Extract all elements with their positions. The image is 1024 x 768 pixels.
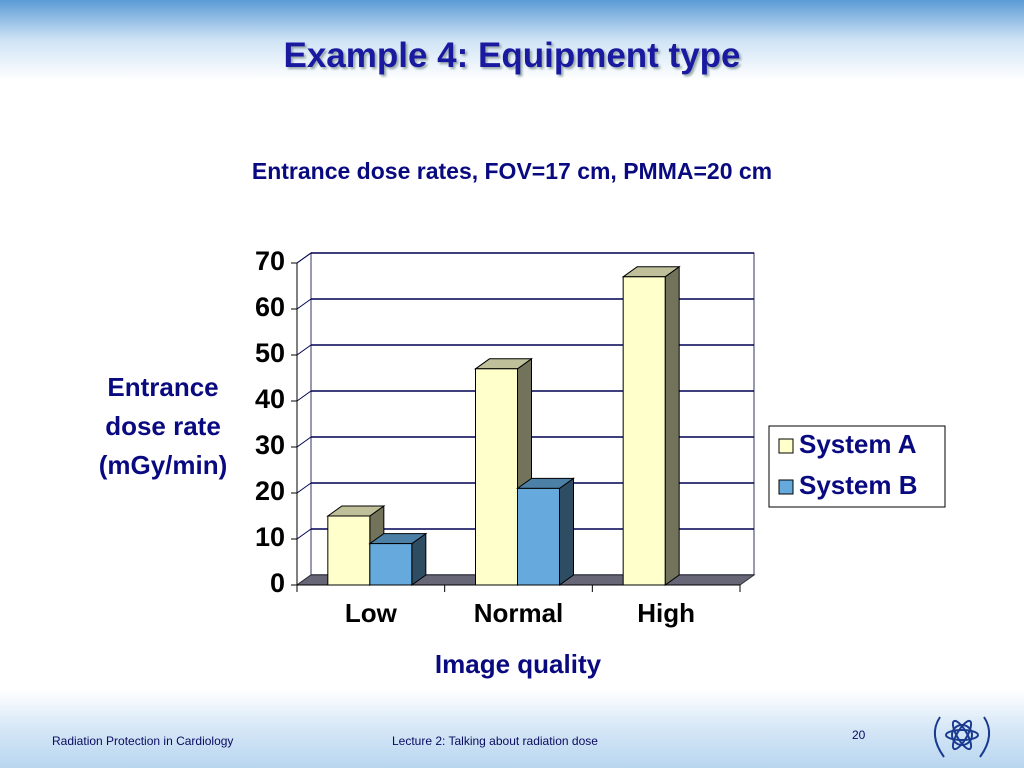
legend-label: System B (799, 470, 918, 500)
legend-swatch (778, 438, 794, 454)
x-tick-label: High (637, 598, 695, 628)
grid-line (296, 436, 312, 448)
bar (327, 515, 371, 586)
bar (475, 368, 518, 586)
y-axis-label: Entrance dose rate (mGy/min) (98, 372, 228, 480)
grid-line (296, 482, 312, 494)
chart-title: Entrance dose rates, FOV=17 cm, PMMA=20 … (251, 158, 773, 184)
y-tick-label: 0 (270, 568, 285, 598)
y-tick-label: 10 (255, 522, 285, 552)
footer-center: Lecture 2: Talking about radiation dose (392, 734, 598, 748)
page-number: 20 (852, 728, 866, 742)
y-tick-label: 60 (255, 292, 285, 322)
x-axis-label: Image quality (435, 649, 602, 679)
x-tick-label: Low (345, 598, 398, 628)
slide-title: Example 4: Equipment type (283, 36, 741, 75)
bar-side (559, 477, 574, 586)
grid-line (296, 298, 312, 310)
y-tick-label: 30 (255, 430, 285, 460)
bar-side (664, 265, 680, 586)
bar-group (326, 505, 386, 586)
y-tick-label: 20 (255, 476, 285, 506)
legend-swatch (778, 479, 794, 495)
legend-label: System A (799, 429, 917, 459)
bar-group (515, 477, 576, 586)
bar-group (621, 265, 681, 586)
grid-line (296, 344, 312, 356)
footer-left: Radiation Protection in Cardiology (52, 734, 234, 748)
y-tick-label: 70 (255, 246, 285, 276)
bar (622, 276, 666, 586)
legend-box (768, 425, 946, 508)
side-wall (296, 252, 312, 586)
y-tick-label: 40 (255, 384, 285, 414)
bar (369, 543, 413, 586)
grid-line (296, 252, 312, 264)
grid-line (296, 390, 312, 402)
grid-line (296, 528, 312, 540)
x-tick-label: Normal (474, 598, 564, 628)
logo (933, 716, 991, 758)
bar (517, 487, 560, 586)
bar-group (368, 532, 428, 586)
y-tick-label: 50 (255, 338, 285, 368)
